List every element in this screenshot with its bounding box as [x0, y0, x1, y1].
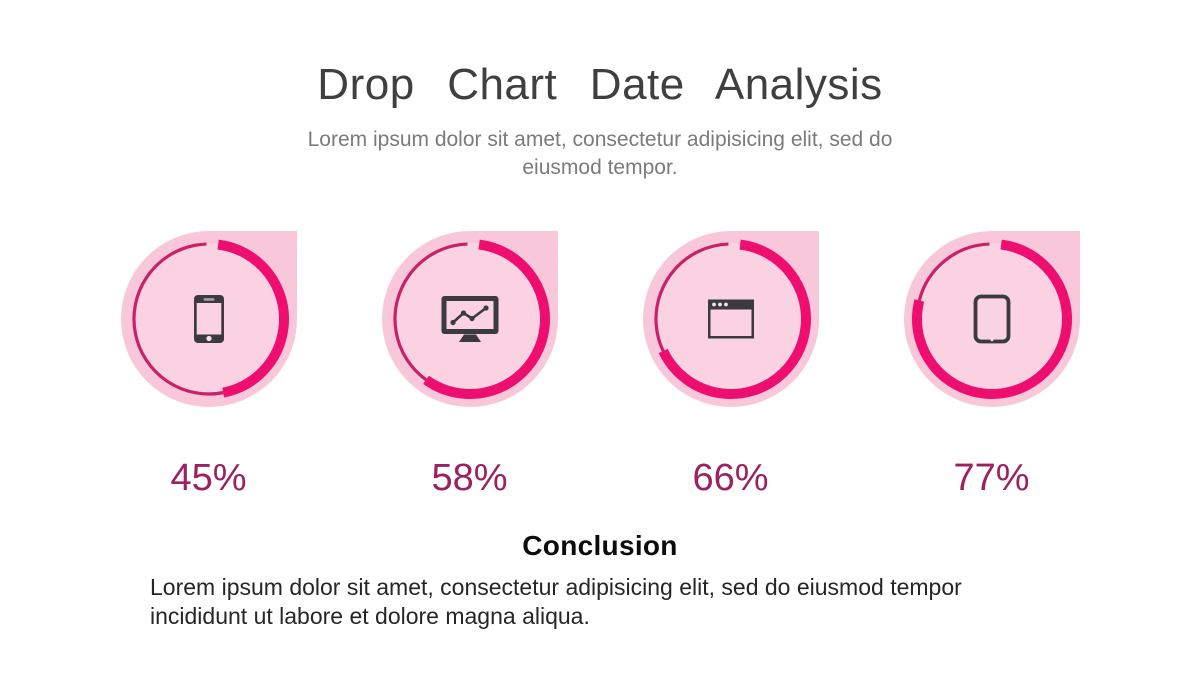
conclusion-heading: Conclusion — [522, 530, 678, 562]
drop-chart-item-tablet: 77% — [903, 231, 1080, 500]
page-title: Drop Chart Date Analysis — [317, 60, 883, 109]
tablet-icon — [973, 295, 1010, 344]
smartphone-icon — [193, 295, 224, 344]
percent-label: 77% — [953, 457, 1030, 500]
drop-shape — [642, 231, 819, 408]
percent-label: 45% — [170, 457, 247, 500]
monitor-chart-icon — [441, 296, 499, 343]
drop-shape — [120, 231, 297, 408]
conclusion-body: Lorem ipsum dolor sit amet, consectetur … — [150, 574, 962, 630]
ring-progress — [911, 239, 1072, 400]
percent-label: 66% — [692, 457, 769, 500]
drop-chart-item-smartphone: 45% — [120, 231, 297, 500]
ring-progress — [128, 239, 289, 400]
drop-shape — [903, 231, 1080, 408]
drop-chart-item-browser: 66% — [642, 231, 819, 500]
browser-window-icon — [707, 299, 754, 339]
ring-progress — [650, 239, 811, 400]
page-subtitle: Lorem ipsum dolor sit amet, consectetur … — [307, 128, 893, 179]
drop-chart-item-monitor: 58% — [381, 231, 558, 500]
drop-charts-row: 45% — [0, 231, 1200, 500]
drop-shape — [381, 231, 558, 408]
ring-progress — [389, 239, 550, 400]
percent-label: 58% — [431, 457, 508, 500]
